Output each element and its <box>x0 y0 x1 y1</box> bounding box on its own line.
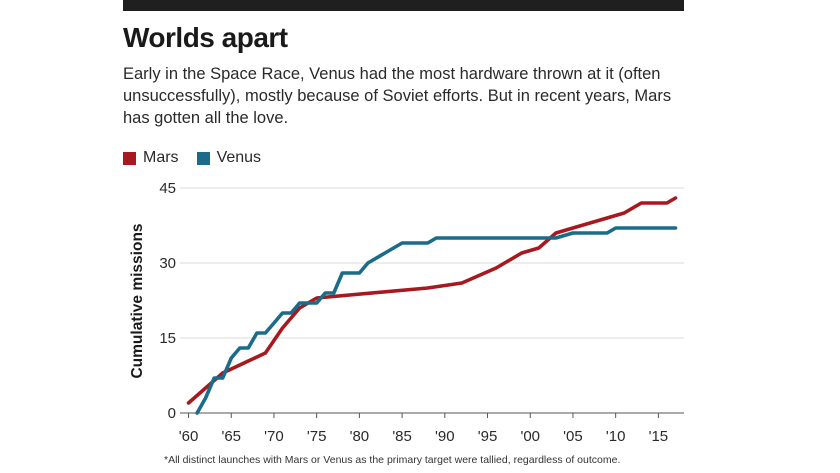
legend-item-mars: Mars <box>123 149 179 167</box>
y-tick-label: 0 <box>168 405 176 422</box>
x-tick-label: '70 <box>264 428 284 445</box>
legend-swatch-venus <box>196 151 210 165</box>
series-line-venus <box>195 226 678 415</box>
x-tick-label: '60 <box>179 428 199 445</box>
chart-subtitle: Early in the Space Race, Venus had the m… <box>123 65 672 127</box>
y-tick-label: 30 <box>159 255 176 272</box>
legend: Mars Venus <box>123 149 279 167</box>
top-rule <box>123 0 684 11</box>
series-lines <box>186 196 678 415</box>
y-tick-label: 45 <box>159 180 176 197</box>
y-axis-ticks: 0 15 30 45 <box>159 180 176 422</box>
legend-label-venus: Venus <box>216 149 262 166</box>
legend-item-venus: Venus <box>196 149 262 167</box>
x-tick-label: '65 <box>221 428 241 445</box>
legend-label-mars: Mars <box>143 149 179 166</box>
x-tick-label: '75 <box>307 428 327 445</box>
x-tick-label: '05 <box>563 428 583 445</box>
x-tick-label: '15 <box>649 428 669 445</box>
x-tick-label: '85 <box>392 428 412 445</box>
x-tick-label: '90 <box>435 428 455 445</box>
legend-swatch-mars <box>123 151 136 165</box>
x-axis-ticks: '60 '65 '70 '75 '80 '85 '90 '95 '00 '05 '10 '15 <box>179 413 668 445</box>
footnote: *All distinct launches with Mars or Venu… <box>164 454 621 466</box>
y-tick-label: 15 <box>159 330 176 347</box>
gridlines <box>180 187 684 414</box>
x-tick-label: '80 <box>350 428 370 445</box>
series-line-mars <box>186 196 678 405</box>
x-tick-label: '00 <box>520 428 540 445</box>
y-axis-label: Cumulative missions <box>129 223 146 378</box>
x-tick-label: '95 <box>478 428 498 445</box>
chart-title: Worlds apart <box>123 22 288 53</box>
x-tick-label: '10 <box>606 428 626 445</box>
